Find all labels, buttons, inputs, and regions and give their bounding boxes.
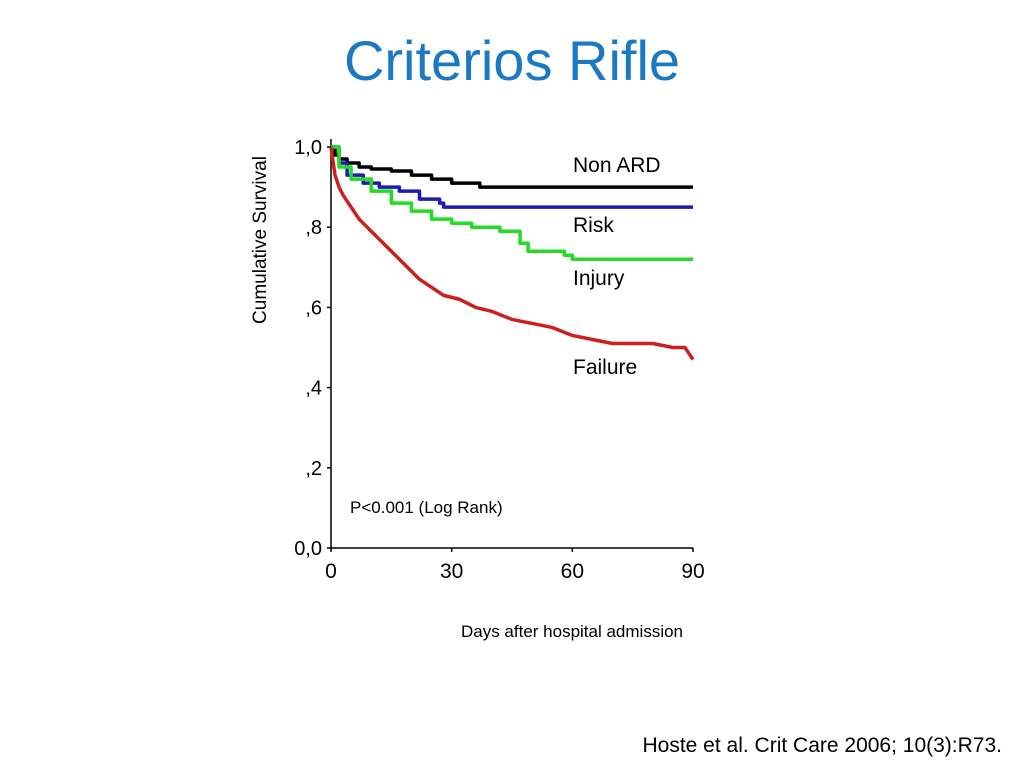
series-line-failure	[329, 146, 695, 361]
y-tick-label: 0,0	[294, 538, 322, 560]
slide-title: Criterios Rifle	[343, 29, 681, 92]
y-tick-label: ,4	[305, 378, 322, 400]
series-labels: Non ARD Risk Injury Failure	[573, 154, 661, 379]
x-tick-label: 0	[325, 560, 337, 583]
x-tick-label: 90	[681, 560, 704, 583]
series-label-non-ard: Non ARD	[573, 154, 661, 177]
y-tick-label: 1,0	[294, 137, 322, 159]
series-line-injury	[331, 145, 693, 262]
y-tick-label: ,8	[305, 217, 322, 239]
series-label-injury: Injury	[573, 267, 625, 290]
x-axis-label: Days after hospital admission	[461, 622, 683, 641]
x-tick-label: 60	[561, 560, 584, 583]
series-line-risk	[331, 145, 693, 209]
x-tick-label: 30	[440, 560, 463, 583]
citation: Hoste et al. Crit Care 2006; 10(3):R73.	[642, 734, 1002, 757]
axes: 0,0 ,2 ,4 ,6 ,8 1,0 0 30 60 90	[294, 137, 704, 583]
series-lines	[329, 145, 695, 361]
y-tick-label: ,2	[305, 458, 322, 480]
p-value-annotation: P<0.001 (Log Rank)	[350, 498, 503, 517]
y-axis-label: Cumulative Survival	[250, 156, 271, 324]
series-label-failure: Failure	[573, 356, 637, 379]
y-tick-label: ,6	[305, 297, 322, 319]
series-label-risk: Risk	[573, 214, 614, 237]
